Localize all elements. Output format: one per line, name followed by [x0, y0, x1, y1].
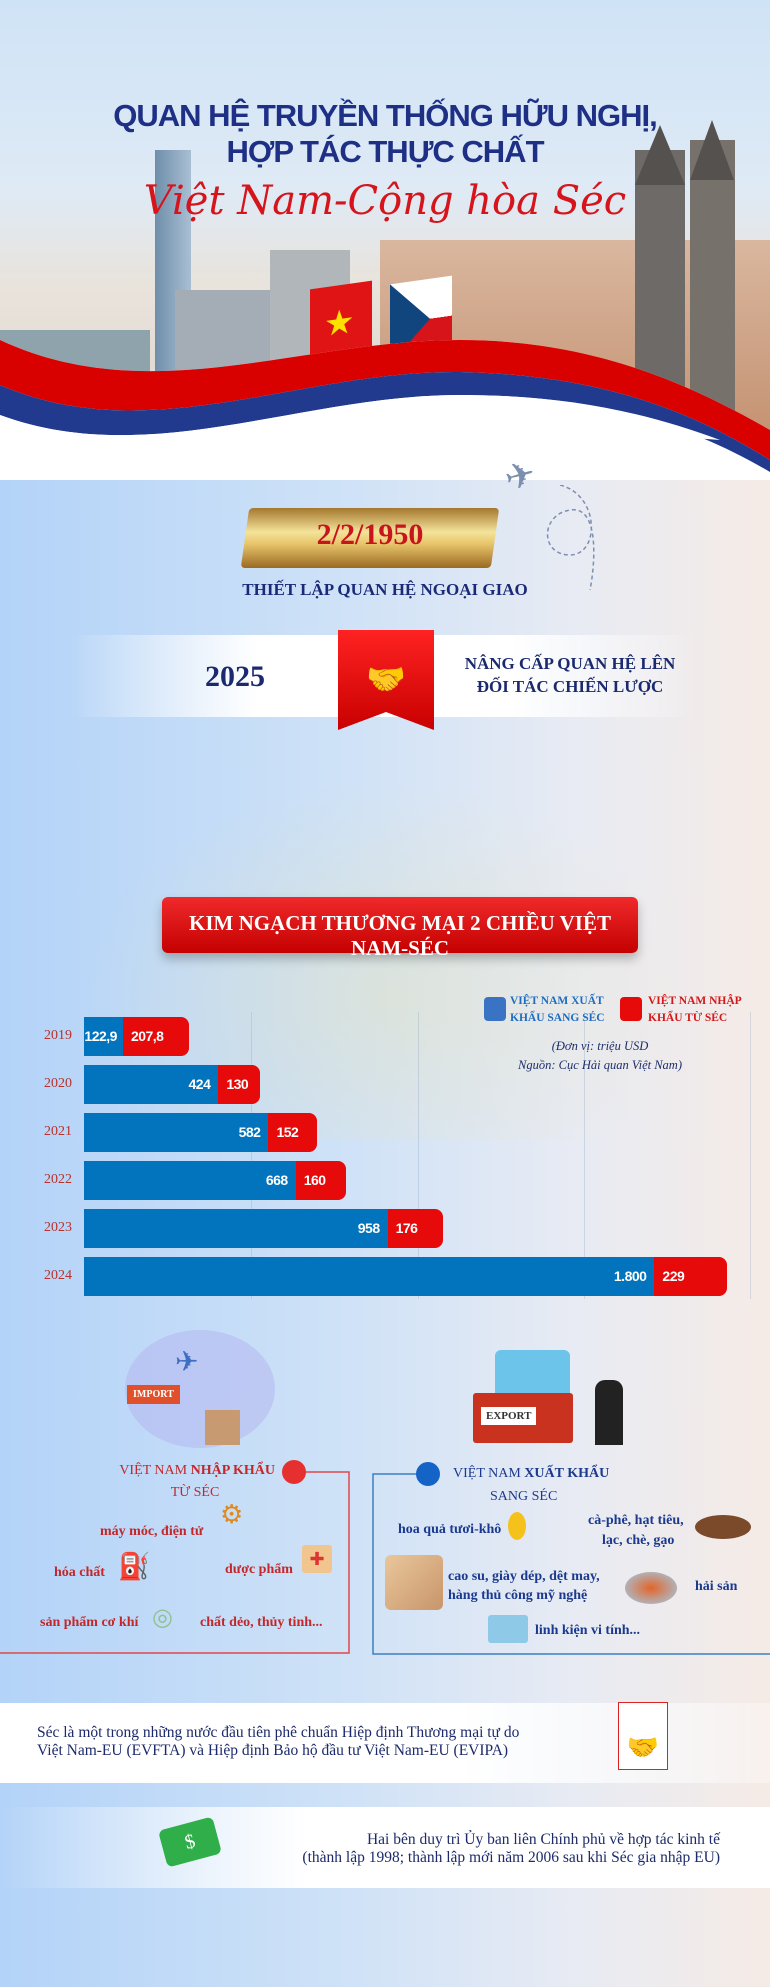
import-bar	[654, 1257, 727, 1296]
legend-swatch-import	[620, 997, 642, 1021]
red-ribbon: 🤝	[338, 630, 434, 730]
gridline	[750, 1012, 751, 1299]
year-label: 2023	[44, 1220, 72, 1235]
exports-title: VIỆT NAM XUẤT KHẨU	[453, 1466, 609, 1482]
export-value-label: 958	[357, 1220, 380, 1236]
title-script: Việt Nam-Cộng hòa Séc	[143, 178, 627, 224]
export-value-label: 1.800	[613, 1268, 647, 1284]
title-line-2: HỢP TÁC THỰC CHẤT	[226, 134, 544, 169]
import-bar	[295, 1161, 347, 1200]
flag-wave-decoration	[0, 340, 770, 480]
legend-export-line1: VIỆT NAM XUẤT	[510, 995, 604, 1007]
export-bar	[84, 1161, 296, 1200]
exports-title-line2: SANG SÉC	[490, 1489, 558, 1504]
legend-label-import: VIỆT NAM NHẬP KHẨU TỪ SÉC	[648, 993, 742, 1027]
legend-label-export: VIỆT NAM XUẤT KHẨU SANG SÉC	[510, 993, 605, 1027]
upgrade-caption: NÂNG CẤP QUAN HỆ LÊN ĐỐI TÁC CHIẾN LƯỢC	[455, 652, 685, 698]
medicine-box-icon: ✚	[302, 1545, 332, 1573]
imports-title-line2: TỪ SÉC	[170, 1485, 220, 1500]
export-sign: EXPORT	[481, 1407, 537, 1425]
established-caption: THIẾT LẬP QUAN HỆ NGOẠI GIAO	[242, 580, 528, 599]
import-item: hóa chất	[54, 1565, 105, 1580]
year-label: 2022	[44, 1172, 72, 1187]
export-item: cao su, giày dép, dệt may,	[448, 1569, 600, 1584]
flight-path-decoration	[546, 485, 595, 591]
exports-title-prefix: VIỆT NAM	[453, 1466, 521, 1481]
import-item: chất dẻo, thủy tinh...	[200, 1615, 323, 1630]
import-item: sản phẩm cơ khí	[40, 1615, 139, 1630]
fact-1: Séc là một trong những nước đầu tiên phê…	[37, 1724, 519, 1760]
mango-icon	[508, 1512, 526, 1540]
year-label: 2024	[44, 1268, 72, 1283]
established-date: 2/2/1950	[316, 518, 424, 551]
export-value-label: 668	[265, 1172, 288, 1188]
fact-1-line2: Việt Nam-EU (EVFTA) và Hiệp định Bảo hộ …	[37, 1742, 509, 1759]
imports-title-bold: NHẬP KHẨU	[190, 1463, 275, 1478]
export-illustration: EXPORT	[455, 1335, 655, 1450]
hero-banner: ★ QUAN HỆ TRUYỀN THỐNG HỮU NGHỊ, HỢP TÁC…	[0, 0, 770, 480]
seafood-icon	[625, 1572, 677, 1604]
imports-title: VIỆT NAM NHẬP KHẨU	[95, 1463, 275, 1479]
legend-import-line2: KHẨU TỪ SÉC	[648, 1012, 728, 1024]
upgrade-caption-line1: NÂNG CẤP QUAN HỆ LÊN	[464, 654, 676, 673]
year-label: 2019	[44, 1028, 72, 1043]
computer-icon	[488, 1615, 528, 1643]
year-label: 2020	[44, 1076, 72, 1091]
legend-swatch-export	[484, 997, 506, 1021]
import-value-label: 176	[395, 1220, 418, 1236]
import-bar	[387, 1209, 444, 1248]
worker-icon	[595, 1380, 623, 1445]
upgrade-year: 2025	[205, 660, 265, 693]
export-item: lạc, chè, gạo	[602, 1533, 675, 1548]
fact-2-line2: (thành lập 1998; thành lập mới năm 2006 …	[302, 1849, 720, 1866]
export-item: hàng thủ công mỹ nghệ	[448, 1588, 588, 1603]
legend-import-line1: VIỆT NAM NHẬP	[648, 995, 742, 1007]
import-value-label: 229	[662, 1268, 685, 1284]
trade-banner	[162, 897, 638, 953]
fact-2: Hai bên duy trì Ủy ban liên Chính phủ về…	[250, 1831, 720, 1867]
fact-2-line1: Hai bên duy trì Ủy ban liên Chính phủ về…	[366, 1831, 720, 1848]
handshake-icon: 🤝	[366, 661, 406, 697]
trade-banner-title: KIM NGẠCH THƯƠNG MẠI 2 CHIỀU VIỆT NAM-SÉ…	[189, 911, 611, 960]
import-value-label: 160	[303, 1172, 326, 1188]
category-box-lines	[0, 1460, 770, 1655]
year-label: 2021	[44, 1124, 72, 1139]
artisan-weaving-icon	[385, 1555, 443, 1610]
gears-icon: ⚙	[220, 1500, 244, 1529]
coffee-beans-icon	[695, 1515, 751, 1539]
exports-title-bold: XUẤT KHẨU	[524, 1466, 610, 1481]
legend-export-line2: KHẨU SANG SÉC	[510, 1012, 605, 1024]
rings-icon: ◎	[152, 1605, 173, 1631]
fact-band-2	[0, 1807, 770, 1888]
export-item: hoa quả tươi-khô	[398, 1522, 502, 1537]
agreement-handshake-icon: 🤝	[618, 1702, 668, 1770]
upgrade-caption-line2: ĐỐI TÁC CHIẾN LƯỢC	[476, 677, 664, 696]
source-note: Nguồn: Cục Hải quan Việt Nam)	[518, 1058, 682, 1072]
import-plane-icon: ✈	[175, 1347, 199, 1378]
imports-title-prefix: VIỆT NAM	[119, 1463, 188, 1478]
export-truck-icon: EXPORT	[473, 1393, 573, 1443]
unit-note: (Đơn vị: triệu USD	[551, 1039, 649, 1053]
export-bar	[84, 1209, 388, 1248]
import-illustration: IMPORT ✈	[125, 1330, 275, 1448]
import-sign: IMPORT	[127, 1385, 180, 1404]
import-item: máy móc, điện tử	[100, 1524, 204, 1539]
fact-1-line1: Séc là một trong những nước đầu tiên phê…	[37, 1724, 520, 1741]
fuel-nozzle-icon: ⛽	[118, 1552, 151, 1581]
export-bar	[84, 1257, 655, 1296]
import-item: dược phẩm	[225, 1562, 293, 1577]
boxes-icon	[205, 1410, 240, 1445]
title-line-1: QUAN HỆ TRUYỀN THỐNG HỮU NGHỊ,	[113, 98, 657, 133]
export-item: linh kiện vi tính...	[535, 1623, 641, 1638]
export-item: cà-phê, hạt tiêu,	[588, 1513, 684, 1528]
export-item: hải sản	[695, 1579, 738, 1594]
